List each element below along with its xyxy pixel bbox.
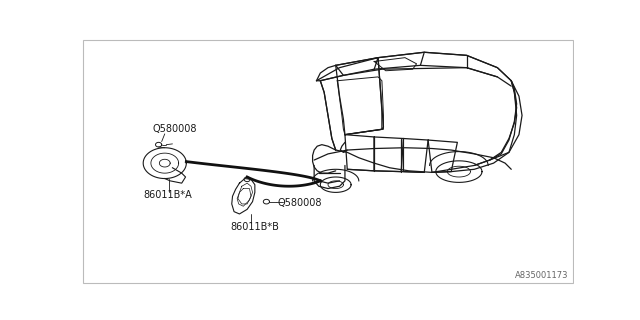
Text: 86011B*B: 86011B*B (230, 222, 279, 232)
Text: 86011B*A: 86011B*A (143, 190, 192, 200)
Text: A835001173: A835001173 (515, 271, 568, 280)
Text: Q580008: Q580008 (277, 198, 322, 208)
Text: Q580008: Q580008 (152, 124, 197, 134)
